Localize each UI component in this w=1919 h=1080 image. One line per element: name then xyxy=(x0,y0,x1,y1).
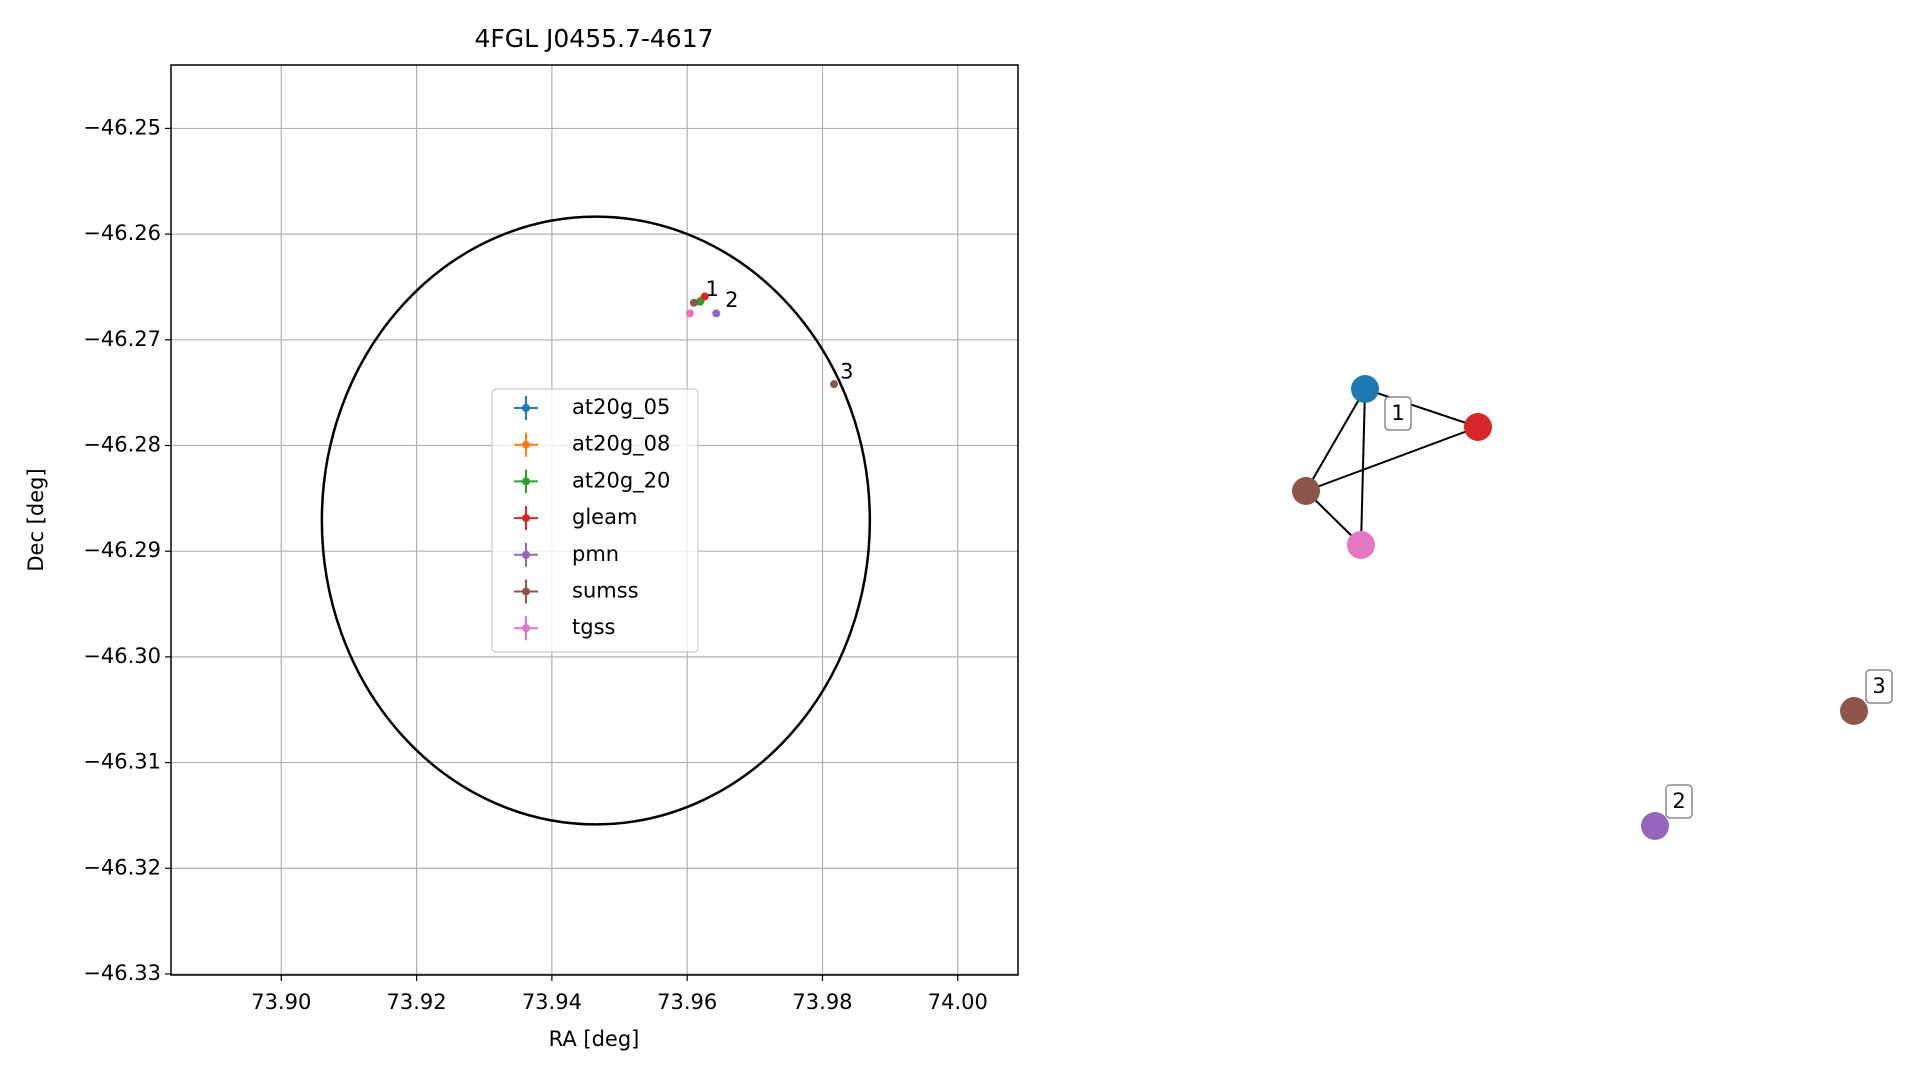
point xyxy=(700,292,709,301)
node-label: 1 xyxy=(1391,401,1404,425)
x-tick-label: 73.92 xyxy=(387,990,447,1014)
chart-title: 4FGL J0455.7-4617 xyxy=(474,24,713,53)
point xyxy=(685,309,694,318)
point xyxy=(712,309,721,318)
y-tick-label: −46.30 xyxy=(83,644,161,668)
x-axis-label: RA [deg] xyxy=(549,1027,640,1051)
x-tick-label: 73.94 xyxy=(522,990,582,1014)
point xyxy=(696,297,705,306)
x-tick-label: 73.96 xyxy=(657,990,717,1014)
node xyxy=(1292,477,1320,505)
y-tick-label: −46.31 xyxy=(83,750,161,774)
legend-handle xyxy=(522,624,530,633)
x-tick-label: 74.00 xyxy=(928,990,988,1014)
node-label: 3 xyxy=(1872,674,1885,698)
legend-box xyxy=(491,388,699,653)
edge xyxy=(1305,426,1479,492)
y-tick-label: −46.28 xyxy=(83,432,161,456)
legend-label: gleam xyxy=(572,505,637,529)
node xyxy=(1840,697,1868,725)
annotation: 1 xyxy=(705,277,718,301)
point xyxy=(689,298,698,307)
edge xyxy=(1360,388,1366,546)
legend-handle xyxy=(522,404,530,412)
legend-label: at20g_05 xyxy=(572,395,670,420)
point xyxy=(829,380,838,389)
legend-label: sumss xyxy=(572,579,639,603)
y-tick-label: −46.25 xyxy=(83,115,161,139)
annotation: 3 xyxy=(840,360,853,384)
node xyxy=(1351,375,1379,403)
annotation: 2 xyxy=(725,288,738,312)
y-tick-label: −46.33 xyxy=(83,961,161,985)
legend-label: at20g_20 xyxy=(572,468,670,493)
legend-label: at20g_08 xyxy=(572,432,670,457)
node xyxy=(1464,413,1492,441)
edge xyxy=(1305,388,1366,492)
y-tick-label: −46.26 xyxy=(83,221,161,245)
y-axis-label: Dec [deg] xyxy=(24,468,48,571)
x-tick-label: 73.90 xyxy=(251,990,311,1014)
node-label: 2 xyxy=(1672,789,1685,813)
error-ellipse xyxy=(320,215,872,826)
label-box xyxy=(1865,669,1893,704)
edge xyxy=(1364,388,1479,428)
legend-label: pmn xyxy=(572,542,619,566)
legend-label: tgss xyxy=(572,615,615,639)
node xyxy=(1347,531,1375,559)
legend-handle xyxy=(522,477,530,486)
node xyxy=(1641,812,1669,840)
legend-handle xyxy=(522,550,530,559)
legend-handle xyxy=(522,514,530,523)
label-box xyxy=(1384,396,1412,431)
legend-handle xyxy=(522,587,530,596)
x-tick-label: 73.98 xyxy=(792,990,852,1014)
label-box xyxy=(1665,784,1693,819)
legend-handle xyxy=(522,440,530,449)
y-tick-label: −46.29 xyxy=(83,538,161,562)
y-tick-label: −46.32 xyxy=(83,855,161,879)
y-tick-label: −46.27 xyxy=(83,327,161,351)
plot-frame xyxy=(170,64,1019,976)
